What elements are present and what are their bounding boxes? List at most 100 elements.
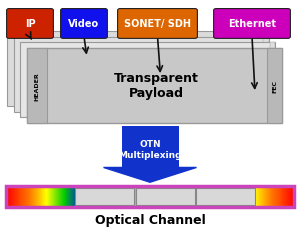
Bar <box>15 186 16 207</box>
Bar <box>188 186 189 207</box>
Bar <box>84 186 85 207</box>
Bar <box>255 186 256 207</box>
Bar <box>170 186 171 207</box>
Bar <box>290 186 291 207</box>
Bar <box>12 186 13 207</box>
Bar <box>92 186 94 207</box>
Bar <box>155 186 156 207</box>
Bar <box>26 186 27 207</box>
Bar <box>88 186 89 207</box>
Bar <box>187 186 188 207</box>
Bar <box>82 186 83 207</box>
Bar <box>75 188 134 205</box>
Bar <box>127 186 128 207</box>
Bar <box>110 186 111 207</box>
Bar <box>277 49 282 123</box>
Bar <box>47 186 49 207</box>
Bar <box>8 186 9 207</box>
Bar <box>106 186 107 207</box>
Bar <box>207 186 208 207</box>
Bar <box>7 32 262 106</box>
Bar <box>164 186 165 207</box>
FancyBboxPatch shape <box>214 10 290 39</box>
Bar <box>261 186 262 207</box>
Bar <box>79 186 80 207</box>
Bar <box>125 186 126 207</box>
Bar <box>277 186 278 207</box>
Bar <box>176 186 177 207</box>
Bar <box>240 186 242 207</box>
Bar <box>184 186 186 207</box>
Bar <box>95 186 97 207</box>
Bar <box>158 186 159 207</box>
Bar <box>214 186 216 207</box>
Bar <box>223 186 224 207</box>
Bar <box>28 186 29 207</box>
Bar <box>111 186 112 207</box>
Bar <box>136 186 138 207</box>
Bar <box>180 186 181 207</box>
Bar <box>83 186 84 207</box>
Bar <box>248 186 249 207</box>
Bar <box>193 186 194 207</box>
Bar <box>54 186 55 207</box>
Bar <box>219 186 220 207</box>
Bar <box>139 186 140 207</box>
Bar <box>231 186 232 207</box>
Bar <box>17 186 19 207</box>
Bar <box>178 186 179 207</box>
Bar <box>6 186 7 207</box>
Bar <box>292 186 293 207</box>
Bar <box>71 186 73 207</box>
Bar <box>20 43 275 118</box>
Bar <box>119 186 121 207</box>
Bar <box>174 186 175 207</box>
Bar <box>267 186 268 207</box>
Bar <box>14 37 269 112</box>
Bar <box>141 186 142 207</box>
Text: FEC: FEC <box>272 80 277 93</box>
Bar <box>46 186 48 207</box>
Bar <box>217 186 218 207</box>
Bar <box>256 186 258 207</box>
Bar <box>123 186 124 207</box>
Bar <box>227 186 228 207</box>
Bar <box>265 186 266 207</box>
Bar <box>251 186 252 207</box>
Bar <box>29 186 30 207</box>
Text: SONET/ SDH: SONET/ SDH <box>124 19 191 29</box>
Bar <box>37 186 38 207</box>
Bar <box>64 186 66 207</box>
Bar <box>268 186 269 207</box>
Bar <box>124 186 125 207</box>
Bar <box>58 186 59 207</box>
Bar <box>238 186 240 207</box>
Bar <box>247 186 248 207</box>
Bar <box>10 186 11 207</box>
Bar <box>208 186 209 207</box>
Bar <box>199 186 200 207</box>
Bar <box>112 186 114 207</box>
Bar <box>94 186 96 207</box>
Bar <box>22 186 24 207</box>
Bar <box>257 32 262 106</box>
Bar <box>86 186 87 207</box>
Bar <box>105 186 106 207</box>
Bar <box>116 186 117 207</box>
Bar <box>137 186 139 207</box>
Bar <box>13 186 14 207</box>
Bar <box>20 186 21 207</box>
Bar <box>21 186 22 207</box>
Text: Optical Channel: Optical Channel <box>94 213 206 226</box>
FancyBboxPatch shape <box>61 10 107 39</box>
Text: HEADER: HEADER <box>34 72 39 101</box>
Bar <box>154 186 155 207</box>
Bar <box>31 186 32 207</box>
Bar <box>164 186 166 207</box>
Bar <box>160 186 162 207</box>
Bar <box>271 186 272 207</box>
Bar <box>198 186 199 207</box>
Bar <box>16 186 17 207</box>
Bar <box>212 186 213 207</box>
Bar <box>20 186 22 207</box>
